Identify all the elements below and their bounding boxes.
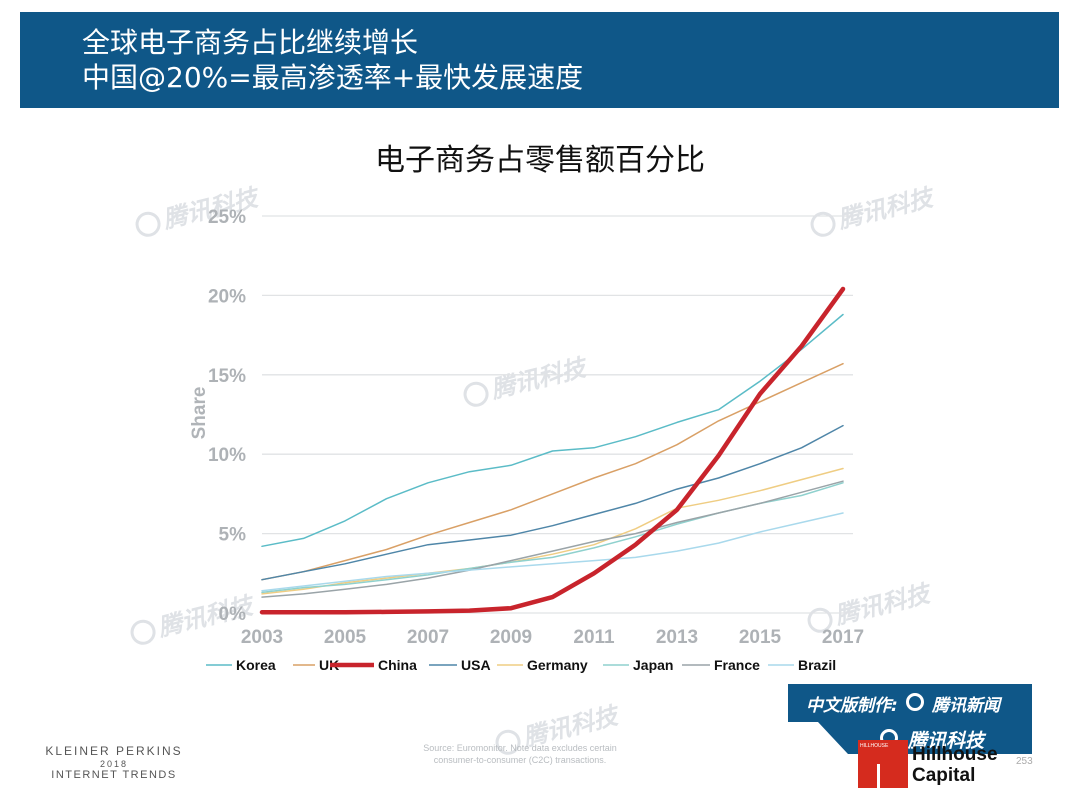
y-tick-label: 20% [208, 286, 246, 307]
legend-label-germany: Germany [527, 657, 588, 673]
source-note: Source: Euromonitor. Note data excludes … [380, 742, 660, 766]
source-line1: Source: Euromonitor. Note data excludes … [423, 743, 617, 753]
watermark: 腾讯科技 [810, 183, 938, 237]
y-tick-label: 0% [219, 604, 247, 625]
x-tick-label: 2007 [407, 627, 449, 648]
tencent-logo-icon [130, 619, 156, 645]
series-line-brazil [261, 512, 844, 592]
legend-label-france: France [714, 657, 760, 673]
series-line-china [259, 286, 846, 615]
series-line-korea [261, 313, 844, 548]
legend-label-usa: USA [461, 657, 491, 673]
page-number: 253 [1016, 756, 1033, 767]
kp-line3: INTERNET TRENDS [51, 769, 177, 781]
watermark-text: 腾讯科技 [831, 579, 935, 630]
y-tick-label: 25% [208, 207, 246, 228]
hillhouse-bar [877, 764, 880, 788]
watermark: 腾讯科技 [463, 353, 591, 407]
y-axis-label: Share [189, 387, 210, 440]
hillhouse-name-line2: Capital [912, 765, 976, 786]
series-line-uk [261, 362, 844, 581]
x-tick-label: 2003 [241, 627, 283, 648]
chart-title: 电子商务占零售额百分比 [375, 143, 705, 178]
tencent-ring-icon [906, 693, 924, 711]
banner-title-line1: 全球电子商务占比继续增长 [82, 26, 419, 59]
watermark-text: 腾讯科技 [487, 353, 591, 404]
x-tick-label: 2011 [573, 627, 615, 648]
title-banner: 全球电子商务占比继续增长 中国@20%=最高渗透率+最快发展速度 [20, 12, 1059, 108]
x-axis-ticks: 2003 2005 2007 2009 2011 2013 2015 2017 [241, 627, 864, 648]
tencent-logo-icon [810, 211, 836, 237]
tencent-badge: 中文版制作: 腾讯新闻 腾讯科技 [788, 684, 1038, 754]
tencent-logo-icon [495, 729, 521, 755]
x-tick-label: 2013 [656, 627, 698, 648]
hillhouse-name-line1: Hillhouse [912, 744, 998, 765]
badge-news: 腾讯新闻 [932, 696, 1000, 716]
legend-label-uk: UK [319, 657, 339, 673]
series-line-japan [261, 482, 844, 594]
x-tick-label: 2009 [490, 627, 532, 648]
legend-label-japan: Japan [633, 657, 673, 673]
y-tick-label: 5% [219, 525, 247, 546]
series-line-usa [261, 424, 844, 581]
x-tick-label: 2005 [324, 627, 367, 648]
hillhouse-red-block: HILLHOUSE [858, 740, 908, 788]
source-line2: consumer-to-consumer (C2C) transactions. [433, 755, 607, 765]
x-tick-label: 2015 [739, 627, 782, 648]
series-line-france [261, 480, 844, 598]
series-line-germany [261, 467, 844, 595]
watermark-text: 腾讯科技 [834, 183, 938, 234]
badge-row-tech: 腾讯科技 [818, 722, 1032, 754]
y-tick-label: 15% [208, 366, 246, 387]
badge-row-news: 中文版制作: 腾讯新闻 [788, 684, 1032, 722]
legend-label-brazil: Brazil [798, 657, 836, 673]
badge-made-by: 中文版制作: [806, 696, 898, 716]
tencent-logo-icon [807, 607, 833, 633]
y-axis-ticks: 0% 5% 10% 15% 20% 25% [208, 207, 246, 625]
kp-line2: 2018 [99, 759, 129, 769]
hillhouse-mini-text: HILLHOUSE [860, 743, 889, 749]
chart-legend: Korea UK China USA Germany Japan France Brazil [206, 657, 836, 673]
tencent-logo-icon [135, 211, 161, 237]
kp-line1: KLEINER PERKINS [45, 744, 183, 758]
kleiner-perkins-logo: KLEINER PERKINS 2018 INTERNET TRENDS [34, 744, 194, 781]
legend-label-korea: Korea [236, 657, 276, 673]
legend-label-china: China [378, 657, 417, 673]
x-tick-label: 2017 [822, 627, 864, 648]
series-lines [259, 286, 846, 615]
badge-tech: 腾讯科技 [908, 730, 985, 752]
y-tick-label: 10% [208, 445, 246, 466]
tencent-logo-icon [463, 381, 489, 407]
banner-title-line2: 中国@20%=最高渗透率+最快发展速度 [82, 61, 584, 94]
